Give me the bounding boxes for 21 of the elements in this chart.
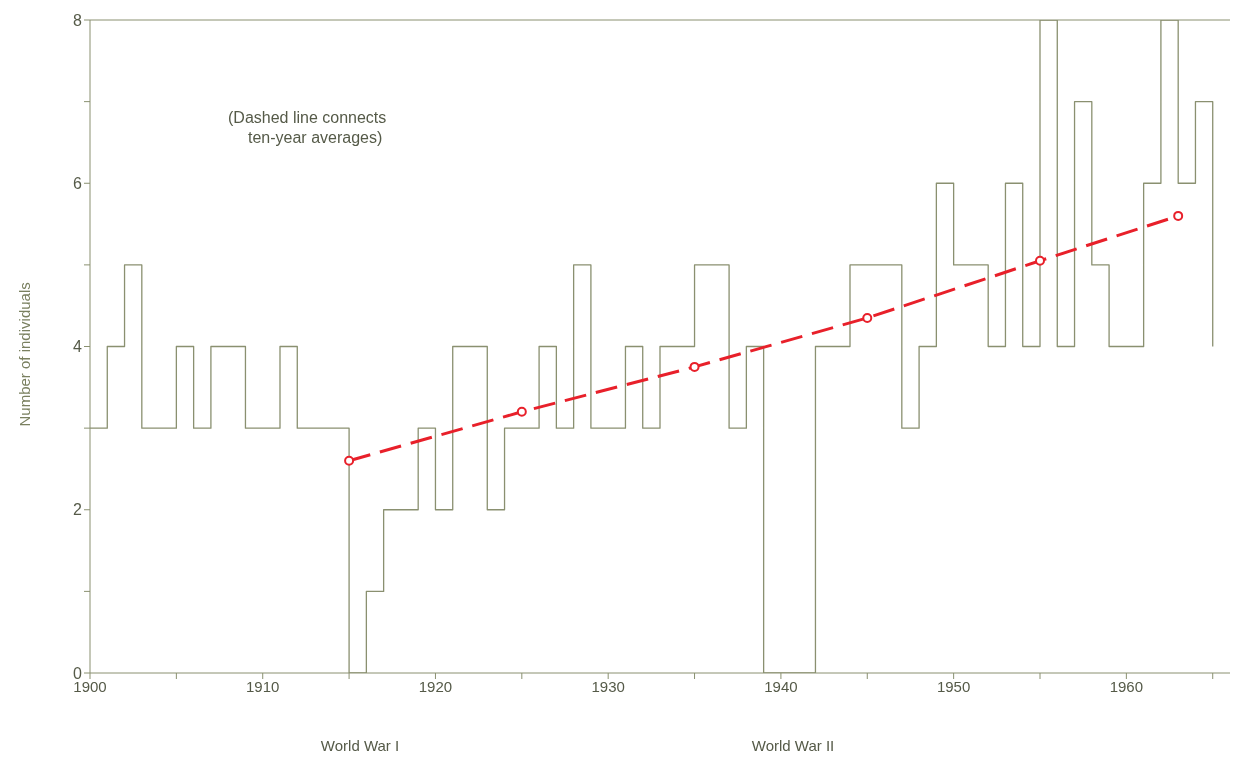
text: World War I: [320, 736, 400, 756]
x-tick-label: 1910: [246, 677, 280, 695]
point: [1035, 255, 1045, 266]
x-tick-label: 1930: [591, 677, 625, 695]
y-tick-label: 6: [73, 174, 83, 192]
y-tick-label: 0: [73, 664, 83, 682]
y-tick-label: 8: [73, 11, 83, 29]
y-axis-title: Number of individuals: [16, 282, 34, 427]
y-tick-label: 2: [73, 501, 83, 519]
point: [862, 312, 873, 323]
point: [516, 406, 527, 417]
point: [689, 361, 700, 372]
annotation: (Dashed line connects ten-year averages): [228, 108, 387, 148]
x-tick-label: 1940: [764, 677, 798, 695]
x-tick-label: 1920: [418, 677, 453, 695]
point: [1173, 210, 1184, 221]
x-tick-label: 1960: [1109, 677, 1144, 695]
y-tick-label: 4: [73, 338, 83, 356]
x-tick-label: 1950: [936, 677, 971, 695]
text: World War II: [751, 736, 835, 756]
point: [344, 455, 355, 466]
